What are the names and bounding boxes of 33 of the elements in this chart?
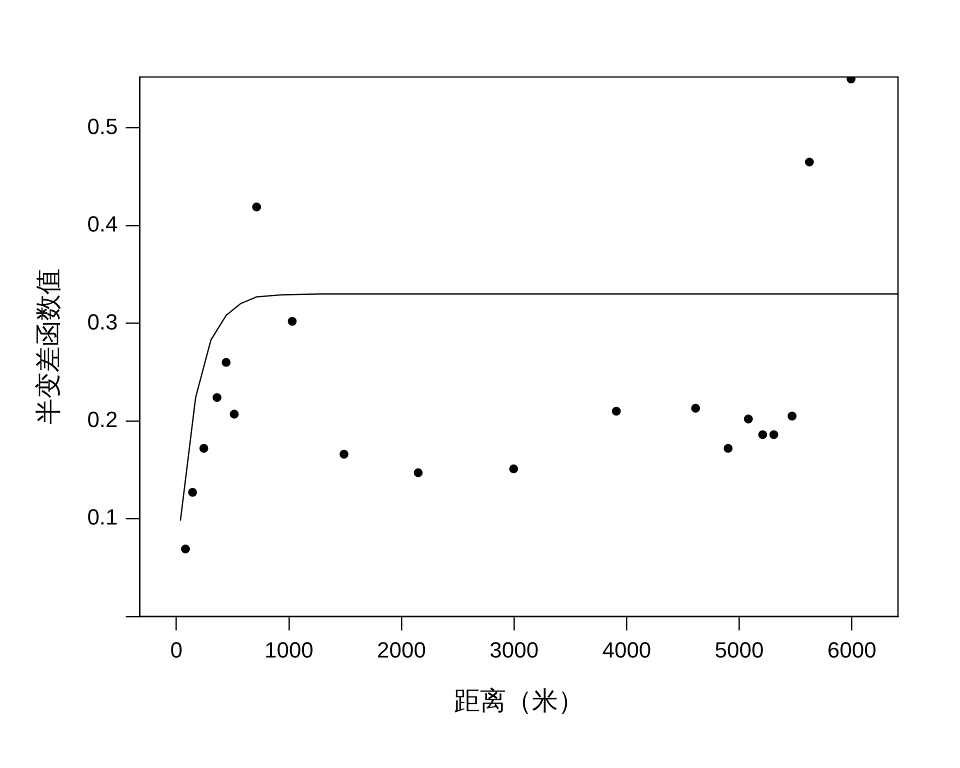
x-axis-title: 距离（米） xyxy=(454,686,584,716)
x-tick-label: 1000 xyxy=(264,638,314,663)
point xyxy=(230,410,239,419)
point xyxy=(222,358,231,367)
y-tick-label: 0.4 xyxy=(87,212,118,237)
point xyxy=(724,444,733,453)
x-tick-label: 3000 xyxy=(490,638,539,663)
y-tick-label: 0.5 xyxy=(87,114,118,139)
x-tick-label: 4000 xyxy=(602,638,652,663)
point xyxy=(252,202,262,212)
point xyxy=(199,444,208,453)
y-tick-label: 0.3 xyxy=(87,309,118,334)
x-tick-label: 2000 xyxy=(377,638,426,663)
point xyxy=(181,544,190,554)
point xyxy=(509,464,518,474)
point xyxy=(804,158,814,166)
point xyxy=(414,468,423,478)
y-axis-title: 半变差函数值 xyxy=(32,268,63,425)
x-tick-label: 0 xyxy=(170,638,182,663)
x-tick-label: 5000 xyxy=(714,638,764,663)
point xyxy=(691,404,700,413)
point xyxy=(212,393,222,402)
point xyxy=(758,430,768,440)
point xyxy=(288,316,297,326)
point xyxy=(612,406,621,416)
x-tick-label: 6000 xyxy=(827,638,876,663)
point xyxy=(340,450,348,459)
point xyxy=(188,488,198,497)
point xyxy=(788,412,797,421)
y-tick-label: 0.1 xyxy=(87,504,118,530)
point xyxy=(769,430,778,440)
point xyxy=(744,414,753,424)
y-tick-label: 0.2 xyxy=(87,407,118,432)
